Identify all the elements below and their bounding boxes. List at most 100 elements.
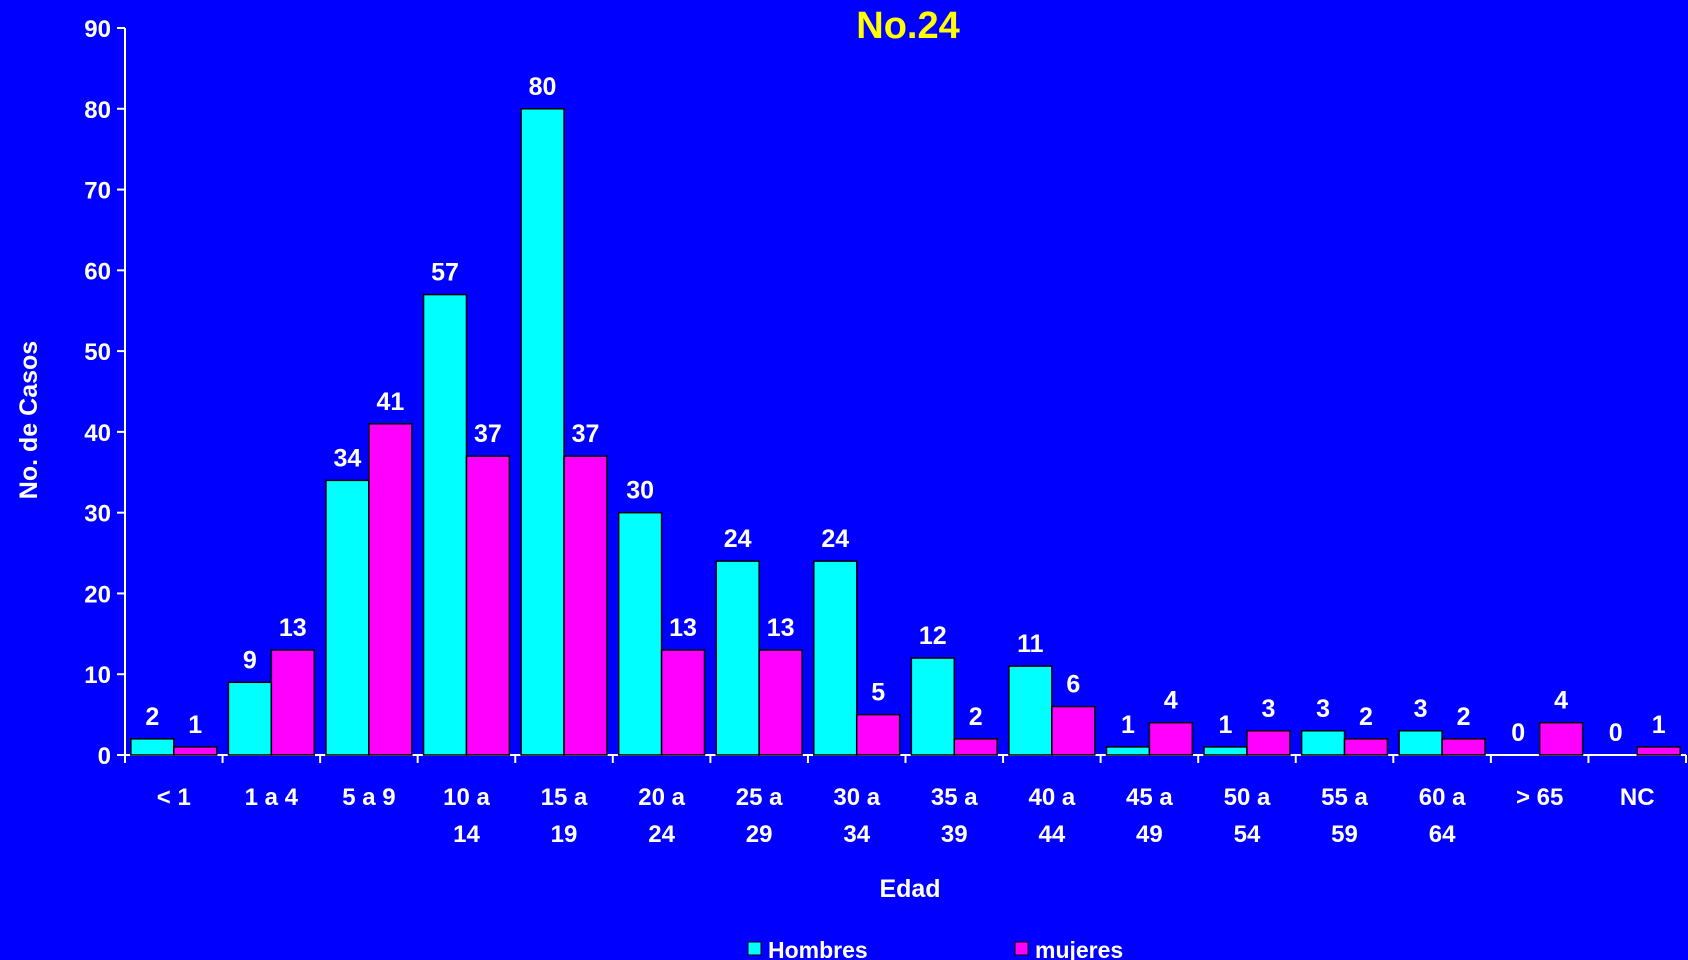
- bar-mujeres: [465, 455, 511, 756]
- data-label: 57: [431, 259, 459, 287]
- x-tick-label: 59: [1331, 821, 1358, 848]
- x-tick-label: 34: [843, 821, 870, 848]
- bar-mujeres: [1051, 705, 1096, 756]
- data-label: 12: [919, 622, 947, 650]
- data-label: 34: [334, 444, 362, 472]
- data-label: 3: [1261, 695, 1275, 723]
- x-tick-label: 55 a: [1321, 784, 1368, 811]
- bar-mujeres: [660, 649, 706, 756]
- y-tick-label: 40: [84, 420, 111, 447]
- data-label: 30: [626, 477, 654, 505]
- bar-hombres: [1203, 746, 1248, 756]
- bar-hombres: [1398, 730, 1443, 756]
- data-label: 2: [1457, 703, 1471, 731]
- legend-label: Hombres: [768, 937, 868, 960]
- bar-mujeres: [173, 746, 218, 756]
- bar-hombres: [813, 560, 858, 756]
- bar-mujeres: [953, 738, 998, 756]
- data-label: 1: [188, 711, 202, 739]
- x-tick-label: > 65: [1516, 784, 1563, 811]
- data-label: 41: [376, 388, 404, 416]
- y-tick-label: 60: [84, 258, 111, 285]
- y-tick-label: 80: [84, 97, 111, 124]
- data-label: 13: [767, 614, 795, 642]
- data-label: 2: [1359, 703, 1373, 731]
- bar-mujeres: [1538, 721, 1584, 756]
- x-tick-label: 15 a: [541, 784, 588, 811]
- bar-hombres: [715, 560, 760, 756]
- data-label: 2: [145, 703, 159, 731]
- x-tick-label: 35 a: [931, 784, 978, 811]
- bar-hombres: [1105, 746, 1151, 756]
- x-tick-label: 60 a: [1419, 784, 1466, 811]
- data-label: 5: [871, 679, 885, 707]
- legend-label: mujeres: [1035, 937, 1123, 960]
- x-tick-label: 40 a: [1028, 784, 1075, 811]
- x-tick-label: 54: [1234, 821, 1261, 848]
- legend: Hombres mujeres: [747, 937, 1123, 960]
- bar-hombres: [520, 108, 565, 756]
- y-tick-label: 50: [84, 339, 111, 366]
- bar-hombres: [422, 293, 468, 756]
- x-tick-label: 44: [1038, 821, 1065, 848]
- bar-hombres: [910, 657, 956, 756]
- data-label: 11: [1017, 630, 1044, 658]
- bar-mujeres: [758, 649, 803, 756]
- y-tick-label: 10: [84, 662, 111, 689]
- data-label: 0: [1609, 719, 1623, 747]
- x-tick-label: 64: [1429, 821, 1456, 848]
- x-tick-label: 1 a 4: [245, 784, 299, 811]
- y-axis-label: No. de Casos: [15, 341, 43, 499]
- x-tick-label: 20 a: [638, 784, 685, 811]
- bar-hombres: [617, 511, 663, 756]
- x-tick-label: NC: [1620, 784, 1655, 811]
- data-label: 24: [821, 525, 849, 553]
- bar-mujeres: [1343, 738, 1389, 756]
- data-label: 6: [1066, 671, 1080, 699]
- data-label: 3: [1316, 695, 1330, 723]
- x-tick-label: 30 a: [833, 784, 880, 811]
- bar-mujeres: [270, 649, 316, 756]
- x-tick-label: 29: [746, 821, 773, 848]
- data-label: 24: [724, 525, 752, 553]
- bar-mujeres: [855, 713, 901, 756]
- data-label: 0: [1511, 719, 1525, 747]
- y-tick-label: 30: [84, 501, 111, 528]
- bar-mujeres: [1246, 730, 1291, 756]
- bar-mujeres: [1148, 721, 1194, 756]
- bar-mujeres: [1636, 746, 1681, 756]
- y-tick-label: 90: [84, 16, 111, 43]
- bar-hombres: [325, 479, 370, 756]
- data-label: 37: [474, 420, 502, 448]
- x-tick-label: 10 a: [443, 784, 490, 811]
- data-label: 13: [279, 614, 307, 642]
- data-label: 1: [1652, 711, 1666, 739]
- y-tick-label: 70: [84, 178, 111, 205]
- x-tick-label: 24: [648, 821, 675, 848]
- x-tick-label: 39: [941, 821, 968, 848]
- x-tick-label: 25 a: [736, 784, 783, 811]
- y-tick-label: 20: [84, 581, 111, 608]
- legend-swatch: [747, 941, 762, 956]
- x-tick-label: 45 a: [1126, 784, 1173, 811]
- bar-hombres: [227, 681, 273, 756]
- data-label: 3: [1414, 695, 1428, 723]
- data-label: 1: [1219, 711, 1233, 739]
- data-label: 4: [1164, 687, 1178, 715]
- bar-hombres: [1300, 730, 1346, 756]
- bar-hombres: [130, 738, 175, 756]
- chart-title: No.24: [856, 5, 959, 47]
- bar-mujeres: [563, 455, 608, 756]
- y-tick-label: 0: [98, 743, 111, 770]
- data-label: 9: [243, 646, 257, 674]
- data-label: 13: [669, 614, 697, 642]
- bar-hombres: [1008, 665, 1053, 756]
- x-tick-label: 14: [453, 821, 480, 848]
- x-tick-label: < 1: [157, 784, 191, 811]
- data-label: 1: [1121, 711, 1135, 739]
- legend-swatch: [1014, 941, 1029, 956]
- x-tick-label: 5 a 9: [342, 784, 395, 811]
- data-label: 4: [1554, 687, 1568, 715]
